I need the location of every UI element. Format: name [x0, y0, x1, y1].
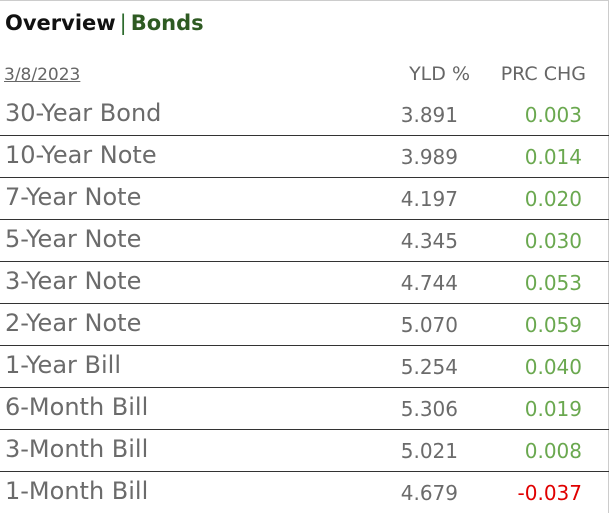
price-change: 0.019 — [524, 397, 582, 421]
price-change: -0.037 — [517, 481, 582, 505]
column-header: PRC CHG — [500, 63, 586, 85]
table-row[interactable]: 2-Year Note 5.070 0.059 — [0, 304, 609, 346]
instrument-name: 7-Year Note — [5, 183, 142, 211]
price-change: 0.040 — [524, 355, 582, 379]
instrument-name: 6-Month Bill — [5, 393, 149, 421]
instrument-name: 30-Year Bond — [5, 99, 162, 127]
date[interactable]: 3/8/2023 — [4, 65, 81, 85]
separator: | — [119, 11, 127, 35]
yield: 3.989 — [400, 145, 458, 169]
instrument-name: 3-Month Bill — [5, 435, 149, 463]
price-change: 0.030 — [524, 229, 582, 253]
yield: 4.744 — [400, 271, 458, 295]
price-change: 0.003 — [524, 103, 582, 127]
instrument-name: 2-Year Note — [5, 309, 142, 337]
instrument-name: 1-Year Bill — [5, 351, 121, 379]
table-row[interactable]: 5-Year Note 4.345 0.030 — [0, 220, 609, 262]
table-row[interactable]: 30-Year Bond 3.891 0.003 — [0, 94, 609, 136]
column-header: YLD % — [409, 63, 470, 85]
instrument-name: 10-Year Note — [5, 141, 157, 169]
instrument-name: 3-Year Note — [5, 267, 142, 295]
price-change: 0.014 — [524, 145, 582, 169]
yield: 5.306 — [400, 397, 458, 421]
table-row[interactable]: 1-Month Bill 4.679 -0.037 — [0, 472, 609, 514]
yield: 5.021 — [400, 439, 458, 463]
yield: 5.254 — [400, 355, 458, 379]
price-change: 0.020 — [524, 187, 582, 211]
yield: 3.891 — [400, 103, 458, 127]
instrument-name: 1-Month Bill — [5, 477, 149, 505]
table-row[interactable]: 3-Year Note 4.744 0.053 — [0, 262, 609, 304]
table-row[interactable]: 3-Month Bill 5.021 0.008 — [0, 430, 609, 472]
table-row[interactable]: 6-Month Bill 5.306 0.019 — [0, 388, 609, 430]
table-row[interactable]: 7-Year Note 4.197 0.020 — [0, 178, 609, 220]
yield: 4.345 — [400, 229, 458, 253]
price-change: 0.059 — [524, 313, 582, 337]
yield: 4.197 — [400, 187, 458, 211]
section-title[interactable]: Bonds — [130, 11, 204, 35]
table-row[interactable]: 1-Year Bill 5.254 0.040 — [0, 346, 609, 388]
header-title[interactable]: Overview — [5, 11, 116, 35]
price-change: 0.053 — [524, 271, 582, 295]
instrument-name: 5-Year Note — [5, 225, 142, 253]
price-change: 0.008 — [524, 439, 582, 463]
table-row[interactable]: 10-Year Note 3.989 0.014 — [0, 136, 609, 178]
yield: 5.070 — [400, 313, 458, 337]
yield: 4.679 — [400, 481, 458, 505]
header: Overview | Bonds — [5, 11, 204, 35]
